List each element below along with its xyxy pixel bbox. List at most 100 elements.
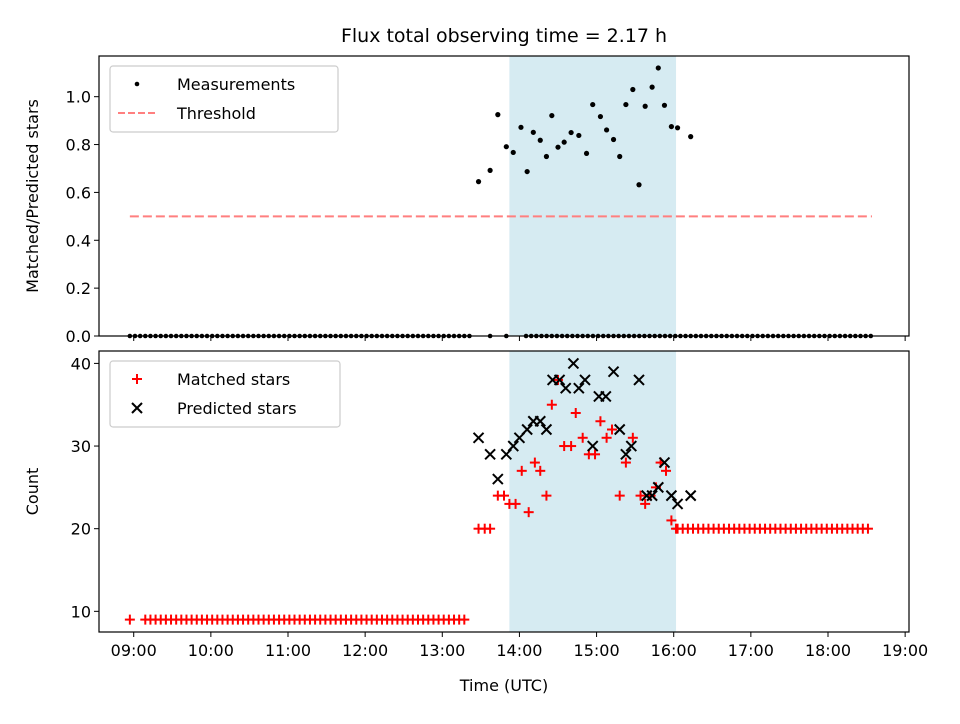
y-tick-label: 0.6 (66, 183, 91, 202)
y-axis-label-top: Matched/Predicted stars (23, 99, 42, 293)
y-axis-ticks-bottom: 10 20 30 40 (71, 354, 99, 621)
measurement-point (530, 129, 536, 135)
x-tick-label: 09:00 (111, 641, 157, 660)
predicted-point-b (620, 448, 632, 461)
measurement-point (583, 150, 590, 157)
measurement-point (576, 132, 582, 139)
x-tick-label: 14:00 (496, 641, 542, 660)
y-tick-label: 0.8 (66, 136, 91, 155)
y-axis-ticks-top: 0.0 0.2 0.4 0.6 0.8 1.0 (66, 88, 99, 346)
measurement-point (518, 124, 524, 130)
measurement-point (674, 125, 681, 131)
legend-label-measurements: Measurements (177, 75, 295, 94)
predicted-point-b (652, 481, 664, 494)
measurement-point (623, 101, 629, 108)
measurement-point (630, 86, 636, 93)
predicted-point-b (484, 448, 496, 461)
y-tick-label: 30 (71, 437, 91, 456)
measurement-point (590, 101, 596, 108)
measurement-point (549, 112, 555, 119)
measurement-point (561, 139, 567, 145)
measurement-point (487, 167, 493, 173)
plot-frame-top (98, 55, 910, 337)
legend-marker-matched (132, 374, 142, 384)
x-tick-label: 12:00 (342, 641, 388, 660)
y-tick-label: 0.0 (66, 327, 91, 346)
predicted-point-b (507, 440, 519, 452)
y-tick-label: 40 (71, 354, 91, 373)
predicted-point-b (614, 423, 626, 436)
x-axis-label: Time (UTC) (459, 676, 548, 695)
x-tick-label: 15:00 (574, 641, 620, 660)
x-tick-label: 11:00 (265, 641, 311, 660)
y-tick-label: 0.4 (66, 231, 91, 250)
measurement-point (555, 144, 561, 150)
predicted-point-b (521, 423, 533, 436)
x-tick-label: 13:00 (419, 641, 465, 660)
measurement-point (543, 153, 550, 160)
measurement-point (510, 149, 516, 156)
predicted-point-b (658, 456, 671, 469)
measurement-point (537, 137, 543, 143)
x-tick-label: 16:00 (651, 641, 697, 660)
measurement-point (661, 102, 668, 108)
legend-label-matched-stars: Matched stars (177, 370, 290, 389)
measurement-point (642, 103, 648, 109)
predicted-point-b (671, 498, 684, 510)
predicted-point-b (579, 374, 591, 386)
measurement-point (503, 144, 509, 150)
measurement-point (636, 182, 642, 188)
legend-label-predicted-stars: Predicted stars (177, 399, 297, 418)
predicted-point-b (560, 382, 572, 394)
y-tick-label: 10 (71, 602, 91, 621)
x-axis-ticks-top (133, 336, 906, 341)
counts-panel: 10 20 30 40 09:00 10:00 11:00 12:00 13:00 14:00 1… (23, 350, 928, 660)
predicted-point-b (607, 365, 620, 378)
predicted-point-b (472, 432, 485, 444)
predicted-point-b (534, 415, 546, 427)
legend-box-top (109, 65, 339, 133)
predicted-point-b (492, 473, 504, 485)
measurement-point (495, 112, 501, 118)
x-tick-label: 19:00 (882, 641, 928, 660)
predicted-point-b (646, 489, 658, 502)
legend-label-threshold: Threshold (176, 104, 256, 123)
measurement-point (617, 153, 623, 160)
measurement-point (597, 113, 604, 120)
predicted-point-b (600, 390, 612, 403)
legend-bottom: Matched stars Predicted stars (109, 360, 341, 428)
predicted-point-b (665, 489, 678, 502)
plot-frame-bottom (98, 350, 910, 633)
chart-title: Flux total observing time = 2.17 h (341, 25, 667, 47)
x-tick-label: 17:00 (728, 641, 774, 660)
measurement-point (688, 134, 694, 140)
matched-star-points (124, 374, 873, 625)
x-axis-ticks-bottom: 09:00 10:00 11:00 12:00 13:00 14:00 15:00 16:00… (111, 632, 928, 660)
measurement-point (475, 179, 482, 185)
predicted-star-points (472, 357, 697, 510)
legend-marker-predicted (131, 402, 143, 414)
predicted-point-b (567, 357, 580, 370)
legend-top: Measurements Threshold (109, 65, 339, 133)
predicted-point-b (684, 489, 697, 502)
measurement-point (668, 123, 675, 130)
measurement-point (610, 136, 617, 143)
legend-marker-measurements (134, 81, 140, 87)
legend-box-bottom (109, 360, 341, 428)
measurement-point (604, 127, 610, 133)
predicted-point-b (553, 374, 566, 386)
predicted-point-b (625, 440, 637, 452)
y-axis-label-bottom: Count (23, 468, 42, 516)
x-tick-label: 18:00 (805, 641, 851, 660)
y-tick-label: 0.2 (66, 279, 91, 298)
observing-interval-shade-top (509, 56, 677, 336)
ratio-panel: 0.0 0.2 0.4 0.6 0.8 1.0 Matched/Predicted sta… (23, 55, 910, 346)
predicted-point-b (633, 374, 645, 386)
measurement-point (524, 168, 530, 175)
x-tick-label: 10:00 (188, 641, 234, 660)
measurement-point (655, 65, 661, 71)
measurement-point (568, 129, 574, 136)
predicted-point-b (540, 423, 553, 436)
y-tick-label: 1.0 (66, 88, 91, 107)
